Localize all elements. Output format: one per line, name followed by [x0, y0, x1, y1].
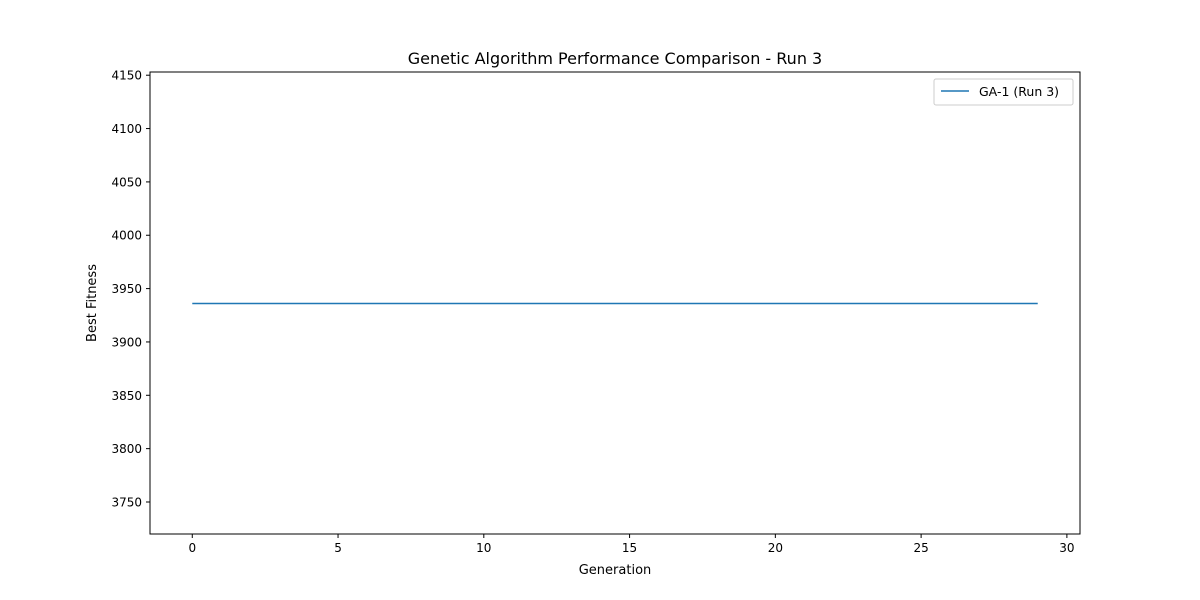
y-tick-label: 3900	[111, 335, 142, 349]
x-tick-label: 10	[476, 541, 491, 555]
legend-box	[933, 78, 1074, 106]
plot-frame	[149, 71, 1081, 535]
y-tick-label: 3800	[111, 442, 142, 456]
chart-title: Genetic Algorithm Performance Comparison…	[408, 49, 822, 68]
y-tick-label: 4000	[111, 229, 142, 243]
y-tick-label: 3850	[111, 389, 142, 403]
legend-label: GA-1 (Run 3)	[979, 84, 1059, 99]
y-tick-label: 4150	[111, 69, 142, 83]
x-tick-label: 15	[622, 541, 637, 555]
x-tick-label: 30	[1059, 541, 1074, 555]
x-tick-label: 25	[913, 541, 928, 555]
y-tick-label: 4050	[111, 175, 142, 189]
legend: GA-1 (Run 3)	[933, 78, 1074, 106]
x-tick-label: 0	[188, 541, 196, 555]
x-axis-label: Generation	[579, 563, 652, 578]
y-axis-label: Best Fitness	[85, 264, 100, 342]
y-tick-label: 4100	[111, 122, 142, 136]
y-tick-label: 3950	[111, 282, 142, 296]
plot-area	[149, 71, 1081, 535]
x-axis: 0 5 10 15 20 25 30	[188, 534, 1075, 555]
x-tick-label: 20	[768, 541, 783, 555]
y-axis: 3750 3800 3850 3900 3950 4000 4050 4100 4150	[111, 69, 150, 509]
x-tick-label: 5	[334, 541, 342, 555]
y-tick-label: 3750	[111, 495, 142, 509]
